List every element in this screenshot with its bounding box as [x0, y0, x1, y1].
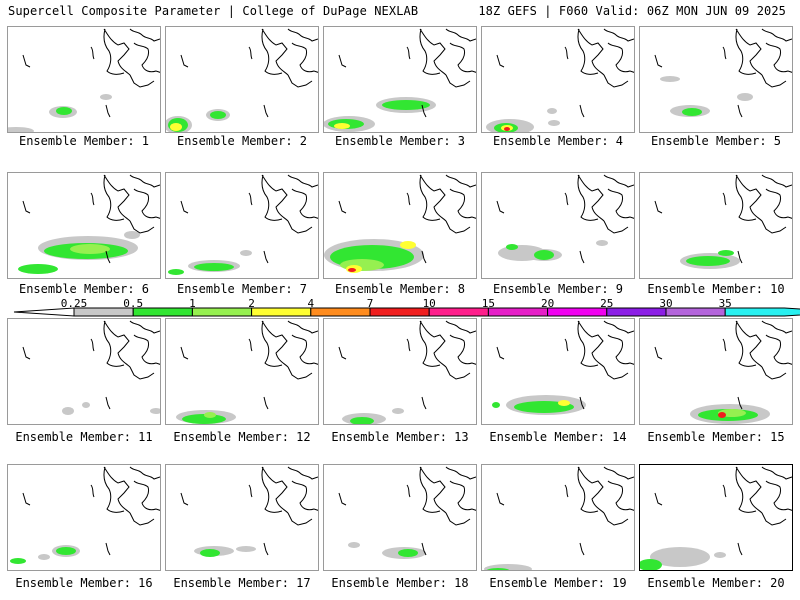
header-left-title: Supercell Composite Parameter | College …	[8, 4, 419, 18]
ensemble-member-map-14	[481, 318, 635, 425]
map-canvas	[338, 466, 476, 559]
ensemble-member-map-10	[639, 172, 793, 279]
legend-tick-label: 4	[307, 297, 315, 310]
legend-tick-label: 30	[659, 297, 673, 310]
ensemble-member-map-3	[323, 26, 477, 133]
ensemble-member-label-2: Ensemble Member: 2	[176, 134, 308, 148]
map-canvas	[486, 28, 634, 132]
ensemble-member-map-6	[7, 172, 161, 279]
ensemble-member-label-1: Ensemble Member: 1	[18, 134, 150, 148]
ensemble-member-map-17	[165, 464, 319, 571]
map-canvas	[22, 320, 160, 415]
legend-color-segment	[547, 307, 608, 317]
ensemble-member-label-17: Ensemble Member: 17	[173, 576, 311, 590]
ensemble-member-map-13	[323, 318, 477, 425]
legend-tick-label: 20	[540, 297, 555, 310]
ensemble-member-label-4: Ensemble Member: 4	[492, 134, 624, 148]
ensemble-member-map-4	[481, 26, 635, 133]
ensemble-member-label-18: Ensemble Member: 18	[331, 576, 469, 590]
ensemble-member-label-12: Ensemble Member: 12	[173, 430, 311, 444]
ensemble-member-map-9	[481, 172, 635, 279]
ensemble-member-label-10: Ensemble Member: 10	[647, 282, 785, 296]
ensemble-member-label-8: Ensemble Member: 8	[334, 282, 466, 296]
legend-tick-label: 7	[366, 297, 374, 310]
legend-tick-label: 0.25	[60, 297, 88, 310]
ensemble-member-label-20: Ensemble Member: 20	[647, 576, 785, 590]
ensemble-member-map-5	[639, 26, 793, 133]
legend-color-segment	[191, 307, 253, 317]
ensemble-member-map-18	[323, 464, 477, 571]
map-canvas	[484, 466, 634, 570]
map-canvas	[324, 174, 476, 273]
color-scale-bar	[13, 307, 800, 317]
map-canvas	[8, 28, 160, 132]
map-canvas	[654, 320, 792, 424]
map-canvas	[338, 320, 476, 424]
legend-color-segment	[428, 307, 489, 317]
ensemble-member-label-3: Ensemble Member: 3	[334, 134, 466, 148]
ensemble-member-label-14: Ensemble Member: 14	[489, 430, 627, 444]
map-canvas	[640, 466, 792, 570]
legend-color-segment	[487, 307, 549, 317]
legend-tick-label: 10	[422, 297, 436, 310]
ensemble-member-label-5: Ensemble Member: 5	[650, 134, 782, 148]
ensemble-member-label-15: Ensemble Member: 15	[647, 430, 785, 444]
legend-tick-label: 25	[600, 297, 614, 310]
ensemble-member-map-2	[165, 26, 319, 133]
ensemble-member-map-12	[165, 318, 319, 425]
map-canvas	[166, 28, 318, 132]
legend-tick-label: 15	[481, 297, 496, 310]
map-canvas	[492, 320, 634, 415]
legend-tick-label: 2	[248, 297, 255, 310]
legend-tick-label: 0.5	[123, 297, 144, 310]
map-canvas	[176, 320, 318, 424]
ensemble-member-label-6: Ensemble Member: 6	[18, 282, 150, 296]
ensemble-member-map-1	[7, 26, 161, 133]
header-right-title: 18Z GEFS | F060 Valid: 06Z MON JUN 09 20…	[478, 4, 786, 18]
ensemble-member-label-7: Ensemble Member: 7	[176, 282, 308, 296]
ensemble-member-map-16	[7, 464, 161, 571]
map-canvas	[168, 174, 318, 275]
map-canvas	[10, 466, 160, 564]
ensemble-member-map-15	[639, 318, 793, 425]
map-canvas	[654, 174, 792, 269]
ensemble-member-label-16: Ensemble Member: 16	[15, 576, 153, 590]
legend-color-segment	[310, 307, 371, 317]
map-canvas	[496, 174, 634, 264]
ensemble-member-map-19	[481, 464, 635, 571]
legend-color-segment	[724, 307, 800, 317]
legend-color-segment	[369, 307, 430, 317]
legend-tick-label: 1	[189, 297, 196, 310]
legend-color-segment	[606, 307, 667, 317]
map-canvas	[180, 466, 318, 557]
ensemble-member-map-7	[165, 172, 319, 279]
ensemble-member-map-20	[639, 464, 793, 571]
ensemble-member-map-8	[323, 172, 477, 279]
ensemble-member-map-11	[7, 318, 161, 425]
map-canvas	[324, 28, 476, 132]
map-canvas	[18, 174, 160, 274]
ensemble-member-label-9: Ensemble Member: 9	[492, 282, 624, 296]
ensemble-member-label-11: Ensemble Member: 11	[15, 430, 153, 444]
legend-tick-label: 35	[718, 297, 732, 310]
legend-color-segment	[251, 307, 312, 317]
ensemble-member-label-13: Ensemble Member: 13	[331, 430, 469, 444]
legend-color-segment	[665, 307, 726, 317]
color-scale-legend	[0, 296, 800, 322]
map-canvas	[654, 28, 792, 118]
ensemble-member-label-19: Ensemble Member: 19	[489, 576, 627, 590]
